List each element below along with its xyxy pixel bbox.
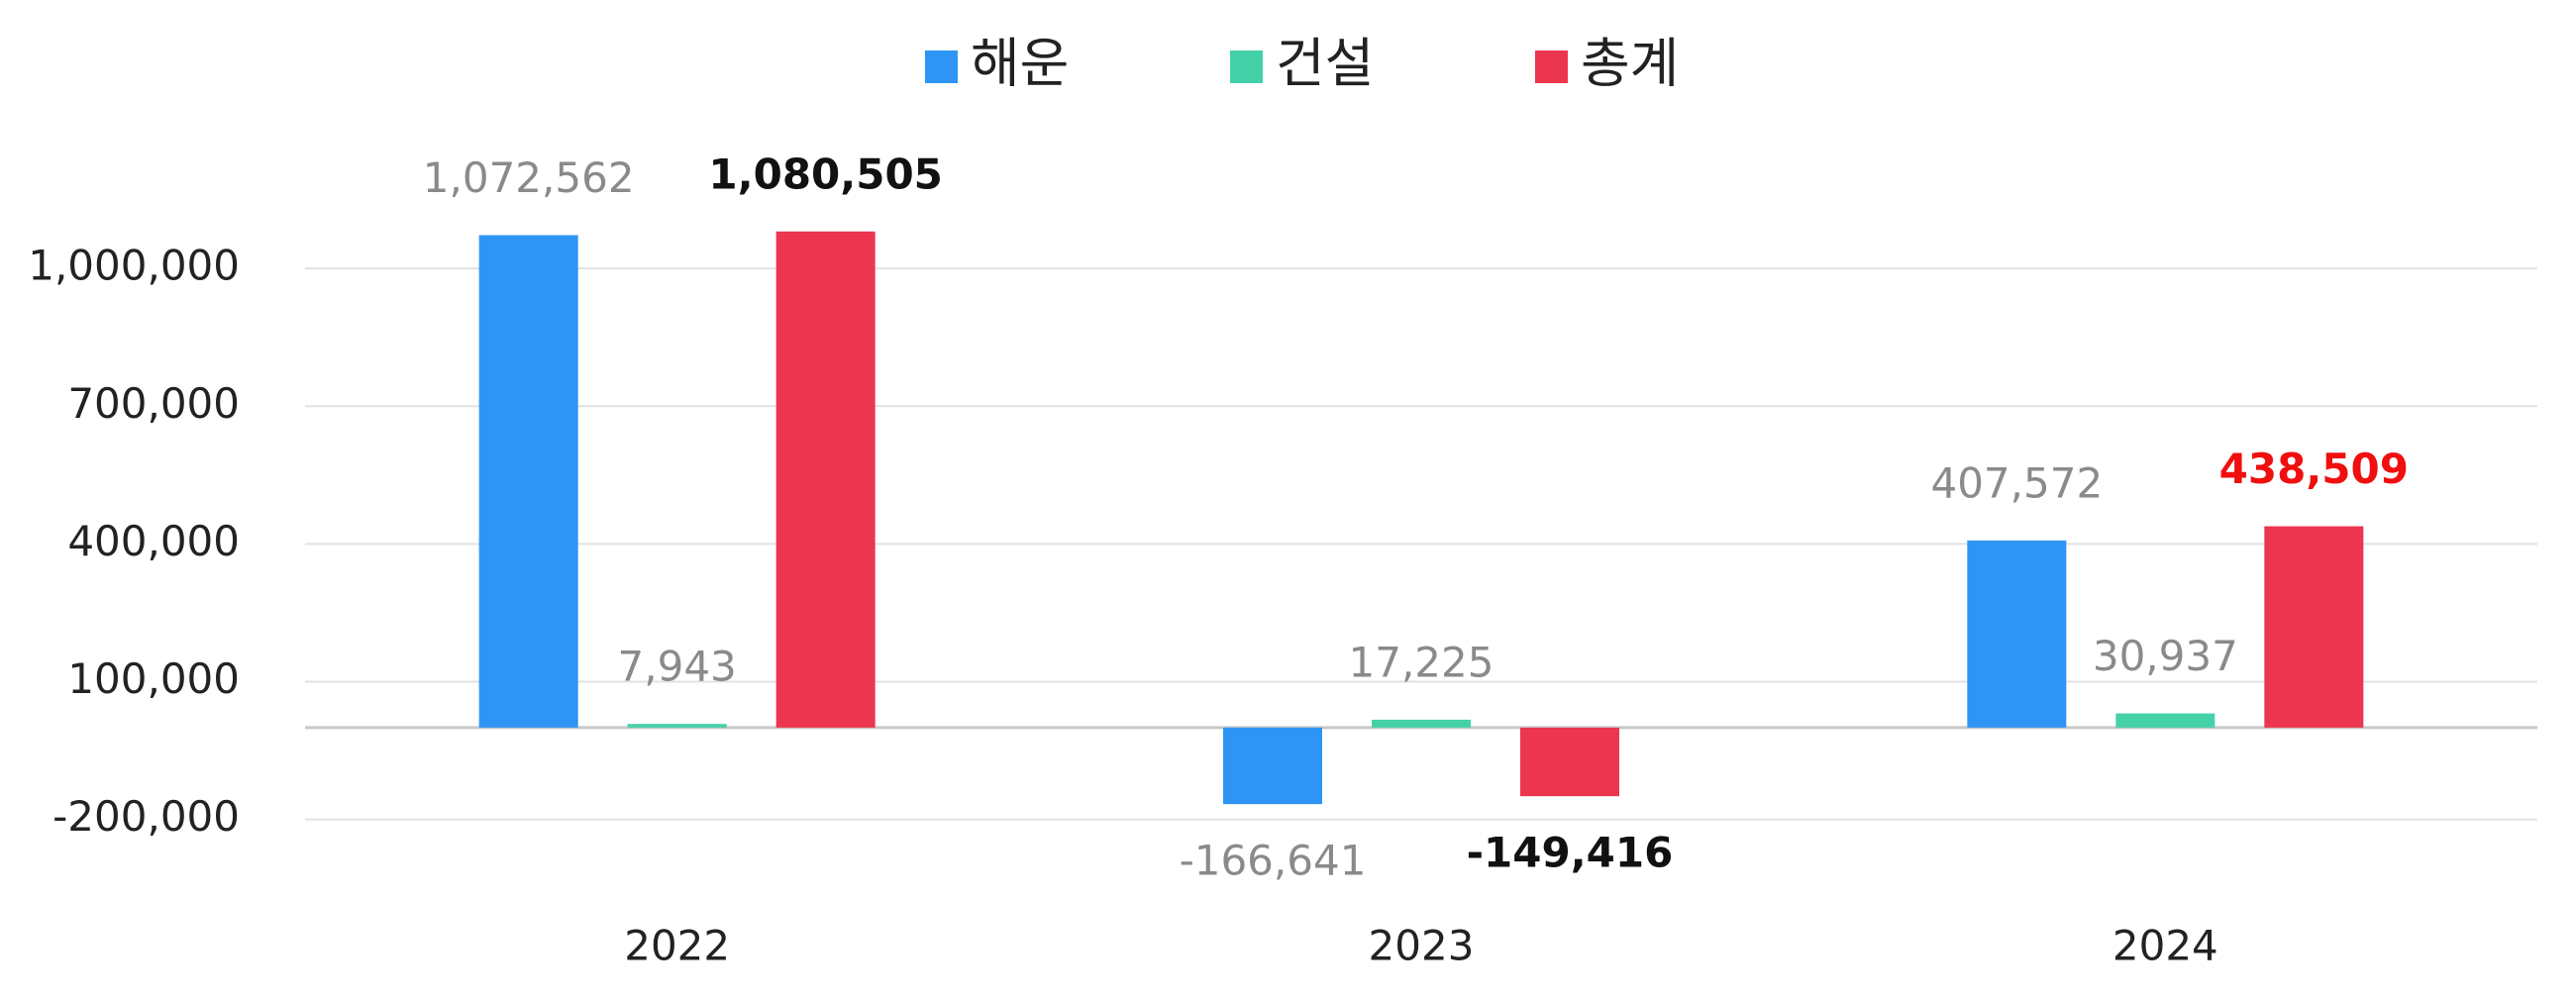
legend-label: 건설 <box>1276 33 1374 95</box>
bar <box>1967 540 2067 728</box>
value-label: 7,943 <box>618 643 737 691</box>
bar <box>2264 526 2364 728</box>
value-label: 438,509 <box>2219 445 2409 493</box>
y-tick-label: 100,000 <box>67 654 240 703</box>
x-tick-label: 2024 <box>2112 922 2218 970</box>
legend-label: 총계 <box>1581 33 1679 95</box>
legend-label: 해운 <box>971 33 1069 95</box>
y-tick-label: 700,000 <box>67 379 240 428</box>
bar <box>627 724 727 728</box>
value-label: 1,080,505 <box>708 150 942 198</box>
x-tick-label: 2023 <box>1369 922 1475 970</box>
y-tick-label: -200,000 <box>52 792 240 841</box>
bar <box>2115 713 2215 728</box>
bar <box>1520 727 1619 797</box>
legend-swatch <box>1535 50 1568 83</box>
value-label: 1,072,562 <box>423 153 635 202</box>
x-tick-label: 2022 <box>624 922 730 970</box>
bar <box>1372 719 1471 728</box>
value-label: -166,641 <box>1180 837 1367 885</box>
bar <box>1223 727 1322 805</box>
bar <box>478 235 578 728</box>
value-label: -149,416 <box>1467 829 1674 877</box>
bar <box>775 231 876 728</box>
value-label: 30,937 <box>2093 632 2238 680</box>
y-tick-label: 400,000 <box>67 517 240 565</box>
y-tick-label: 1,000,000 <box>28 242 240 290</box>
legend-swatch <box>1230 50 1263 83</box>
legend-swatch <box>925 50 958 83</box>
value-label: 407,572 <box>1930 458 2103 507</box>
value-label: 17,225 <box>1349 638 1494 686</box>
